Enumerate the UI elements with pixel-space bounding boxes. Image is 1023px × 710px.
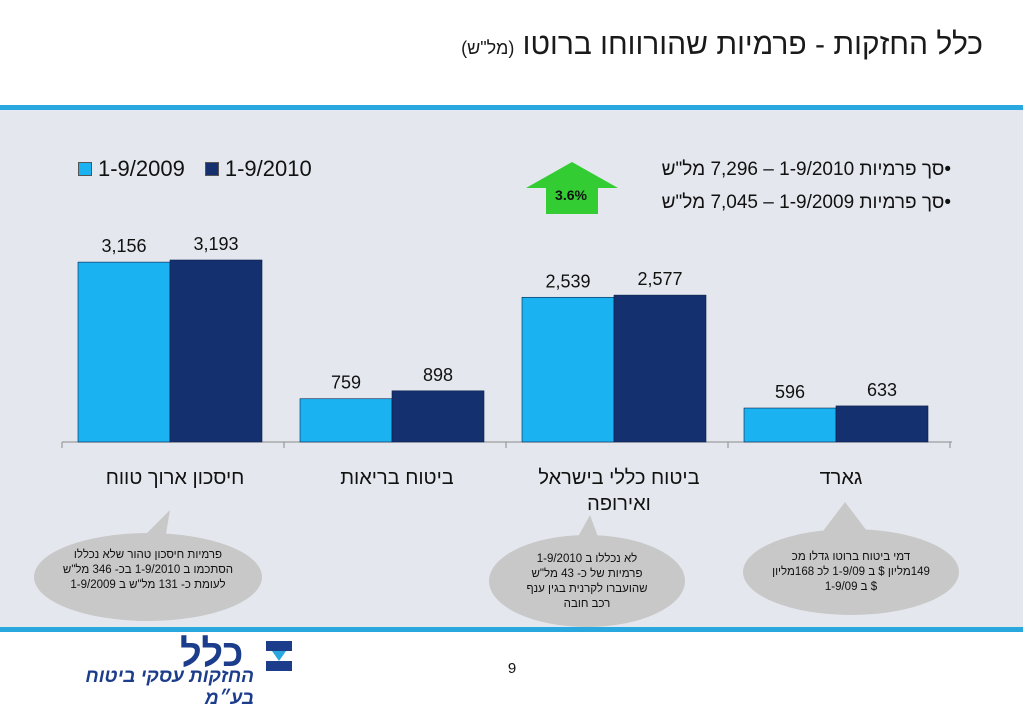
category-label-health: ביטוח בריאות bbox=[340, 467, 454, 489]
data-label-2009-3: 596 bbox=[775, 382, 805, 402]
growth-arrow-icon bbox=[526, 162, 618, 214]
bar-2009-1 bbox=[299, 398, 393, 443]
title-text: כלל החזקות - פרמיות שהורווחו ברוטו bbox=[522, 28, 983, 61]
legend-label-2010: 1-9/2010 bbox=[224, 156, 312, 181]
callout-pointer-1 bbox=[140, 510, 170, 540]
data-label-2010-1: 898 bbox=[423, 365, 453, 385]
data-label-2009-0: 3,156 bbox=[101, 236, 146, 256]
callout-bubble-3 bbox=[743, 529, 959, 615]
callout-pointer-3 bbox=[820, 502, 870, 535]
logo-mark-bar-top bbox=[266, 641, 292, 651]
growth-label: 3.6% bbox=[555, 187, 587, 203]
summary-line-2010: •סך פרמיות 1-9/2010 – 7,296 מל"ש bbox=[661, 159, 951, 180]
legend-item-2010: 1-9/2010 bbox=[204, 156, 312, 182]
bar-2010-0 bbox=[169, 259, 263, 443]
logo-mark-bar-bottom bbox=[266, 661, 292, 671]
page-number: 9 bbox=[507, 660, 517, 677]
bar-2009-2 bbox=[521, 296, 615, 443]
category-label-general-insurance: ביטוח כללי בישראל ואירופה bbox=[538, 467, 700, 515]
callout-bubble-2 bbox=[489, 535, 685, 627]
bar-2009-3 bbox=[743, 407, 837, 443]
category-label-guard: גארד bbox=[819, 467, 863, 489]
summary-bullets: •סך פרמיות 1-9/2010 – 7,296 מל"ש •סך פרמ… bbox=[662, 153, 951, 219]
company-logo bbox=[266, 641, 292, 671]
bar-2010-3 bbox=[835, 405, 929, 443]
callout-text-2: לא נכללו ב 1-9/2010 פרמיות של כ- 43 מל"ש… bbox=[526, 553, 648, 610]
bar-2010-2 bbox=[613, 294, 707, 443]
bar-2009-0 bbox=[77, 261, 171, 443]
data-label-2010-0: 3,193 bbox=[193, 234, 238, 254]
footer-divider bbox=[0, 627, 1023, 632]
logo-mark-accent bbox=[272, 651, 286, 661]
legend-item-2009: 1-9/2009 bbox=[78, 156, 185, 182]
callout-text-1: פרמיות חיסכון טהור שלא נכללו הסתכמו ב 1-… bbox=[62, 549, 234, 591]
callout-bubble-1 bbox=[34, 533, 262, 621]
bar-2010-1 bbox=[391, 390, 485, 443]
legend-swatch-2010 bbox=[204, 162, 219, 176]
summary-line-2009: •סך פרמיות 1-9/2009 – 7,045 מל"ש bbox=[661, 192, 951, 213]
header-divider bbox=[0, 105, 1023, 110]
logo-subtitle: החזקות עסקי ביטוח בע״מ bbox=[85, 666, 254, 709]
data-label-2010-2: 2,577 bbox=[637, 269, 682, 289]
data-label-2010-3: 633 bbox=[867, 380, 897, 400]
data-label-2009-2: 2,539 bbox=[545, 271, 590, 291]
category-label-long-term-savings: חיסכון ארוך טווח bbox=[105, 467, 245, 489]
callout-text-3: דמי ביטוח ברוטו גדלו מכ 149מליון $ ב 1-9… bbox=[772, 551, 930, 593]
callout-pointer-2 bbox=[575, 515, 600, 542]
legend-label-2009: 1-9/2009 bbox=[98, 156, 185, 181]
chart-legend: 1-9/2009 1-9/2010 bbox=[78, 156, 332, 182]
data-label-2009-1: 759 bbox=[331, 373, 361, 393]
logo-name: כלל bbox=[180, 633, 244, 675]
page-title: כלל החזקות - פרמיות שהורווחו ברוטו (מל"ש… bbox=[461, 28, 983, 62]
legend-swatch-2009 bbox=[78, 162, 92, 176]
title-unit: (מל"ש) bbox=[461, 38, 515, 58]
